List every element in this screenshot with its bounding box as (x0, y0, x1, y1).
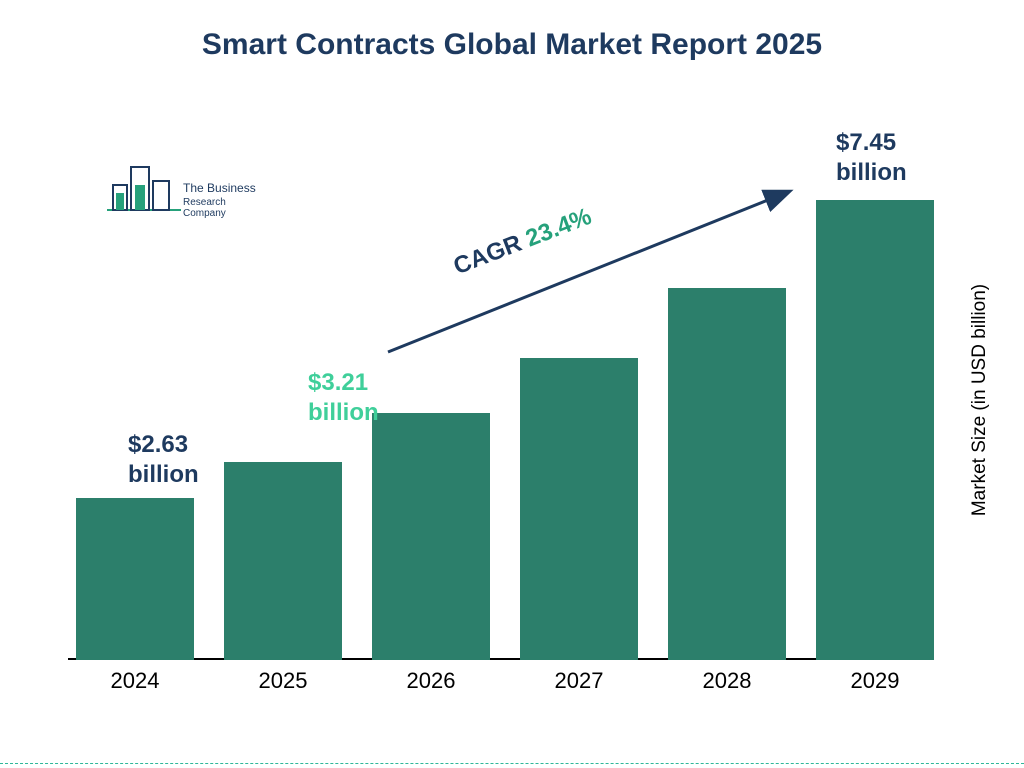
bar-chart: CAGR 23.4% 202420252026202720282029$2.63… (68, 150, 934, 660)
y-axis-label: Market Size (in USD billion) (969, 284, 991, 516)
value-label-2: $7.45 billion (836, 128, 934, 188)
x-label-2024: 2024 (75, 668, 195, 694)
bar-2028 (668, 288, 786, 660)
page-root: Smart Contracts Global Market Report 202… (0, 0, 1024, 768)
x-label-2026: 2026 (371, 668, 491, 694)
x-label-2025: 2025 (223, 668, 343, 694)
x-label-2029: 2029 (815, 668, 935, 694)
bottom-dashed-line (0, 763, 1024, 764)
x-label-2028: 2028 (667, 668, 787, 694)
x-label-2027: 2027 (519, 668, 639, 694)
bar-2025 (224, 462, 342, 660)
value-label-0: $2.63billion (128, 430, 199, 490)
bar-2024 (76, 498, 194, 660)
bar-2029 (816, 200, 934, 660)
bar-2026 (372, 413, 490, 660)
value-label-1: $3.21billion (308, 368, 379, 428)
trend-arrow (68, 150, 934, 660)
chart-title: Smart Contracts Global Market Report 202… (0, 28, 1024, 62)
bar-2027 (520, 358, 638, 660)
